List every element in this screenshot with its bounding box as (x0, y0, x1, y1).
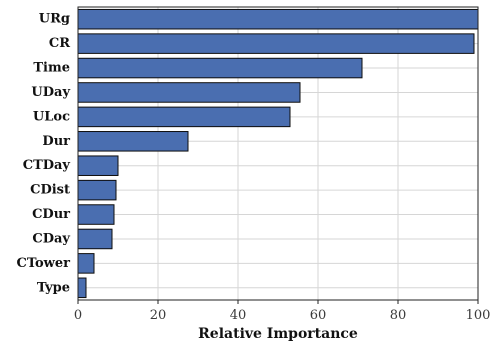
category-label-urg: URg (39, 12, 70, 27)
x-tick-label: 100 (466, 308, 491, 323)
category-label-dur: Dur (42, 134, 70, 149)
x-tick-labels: 0 20 40 60 80 100 (74, 300, 491, 323)
x-axis-title: Relative Importance (198, 326, 358, 342)
category-label-ctday: CTDay (23, 158, 71, 173)
x-tick-label: 80 (390, 308, 407, 323)
bar-uday (78, 83, 300, 103)
category-label-uday: UDay (31, 85, 70, 100)
category-label-uloc: ULoc (33, 109, 70, 124)
x-tick-label: 40 (230, 308, 247, 323)
bar-ctday (78, 156, 118, 176)
category-label-ctower: CTower (16, 256, 70, 271)
category-label-type: Type (37, 280, 70, 295)
x-tick-label: 20 (150, 308, 167, 323)
x-tick-label: 0 (74, 308, 82, 323)
bar-time (78, 58, 362, 78)
x-tick-label: 60 (310, 308, 327, 323)
category-label-time: Time (33, 61, 70, 76)
bar-cr (78, 34, 474, 54)
category-label-cdist: CDist (30, 183, 70, 198)
bar-cdist (78, 180, 116, 200)
bar-cday (78, 229, 112, 249)
bar-uloc (78, 107, 290, 127)
category-labels: URg CR Time UDay ULoc Dur CTDay CDist CDur CDay CT… (16, 12, 70, 296)
bar-dur (78, 132, 188, 152)
category-label-cday: CDay (32, 231, 70, 246)
bar-cdur (78, 205, 114, 225)
bar-urg (78, 9, 478, 29)
bar-ctower (78, 254, 94, 274)
bars (78, 9, 478, 297)
bar-type (78, 278, 86, 298)
category-label-cdur: CDur (32, 207, 70, 222)
category-label-cr: CR (49, 36, 70, 51)
